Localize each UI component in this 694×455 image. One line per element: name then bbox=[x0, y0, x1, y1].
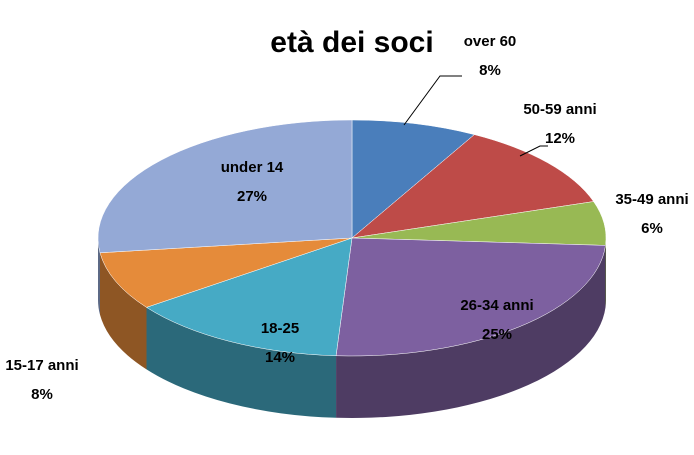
slice-value-label: 27% bbox=[237, 188, 267, 205]
slice-value-label: 6% bbox=[641, 220, 663, 237]
slice bbox=[145, 237, 353, 357]
slice-label: 15-17 anni bbox=[5, 357, 78, 374]
slice-side bbox=[98, 238, 101, 315]
leader-line bbox=[519, 145, 548, 157]
slice-side bbox=[146, 307, 337, 418]
slice bbox=[351, 119, 475, 239]
slice-value-label: 14% bbox=[265, 349, 295, 366]
slice-side bbox=[605, 238, 606, 308]
slice-label: over 60 bbox=[464, 33, 517, 50]
chart-title: età dei soci bbox=[270, 26, 433, 59]
slice bbox=[99, 237, 353, 308]
slice bbox=[335, 237, 606, 357]
slice-label: 26-34 anni bbox=[460, 297, 533, 314]
slice-side bbox=[100, 252, 147, 370]
slice-value-label: 25% bbox=[482, 326, 512, 343]
leader-line bbox=[403, 75, 462, 126]
slice bbox=[351, 134, 595, 239]
slice-label: under 14 bbox=[221, 159, 284, 176]
slice-label: 50-59 anni bbox=[523, 101, 596, 118]
slice-value-label: 8% bbox=[479, 62, 501, 79]
slice-side bbox=[336, 245, 606, 419]
slice-label: 18-25 bbox=[261, 320, 299, 337]
slice-value-label: 12% bbox=[545, 130, 575, 147]
slice-value-label: 8% bbox=[31, 386, 53, 403]
slice bbox=[97, 119, 353, 254]
slice-label: 35-49 anni bbox=[615, 191, 688, 208]
